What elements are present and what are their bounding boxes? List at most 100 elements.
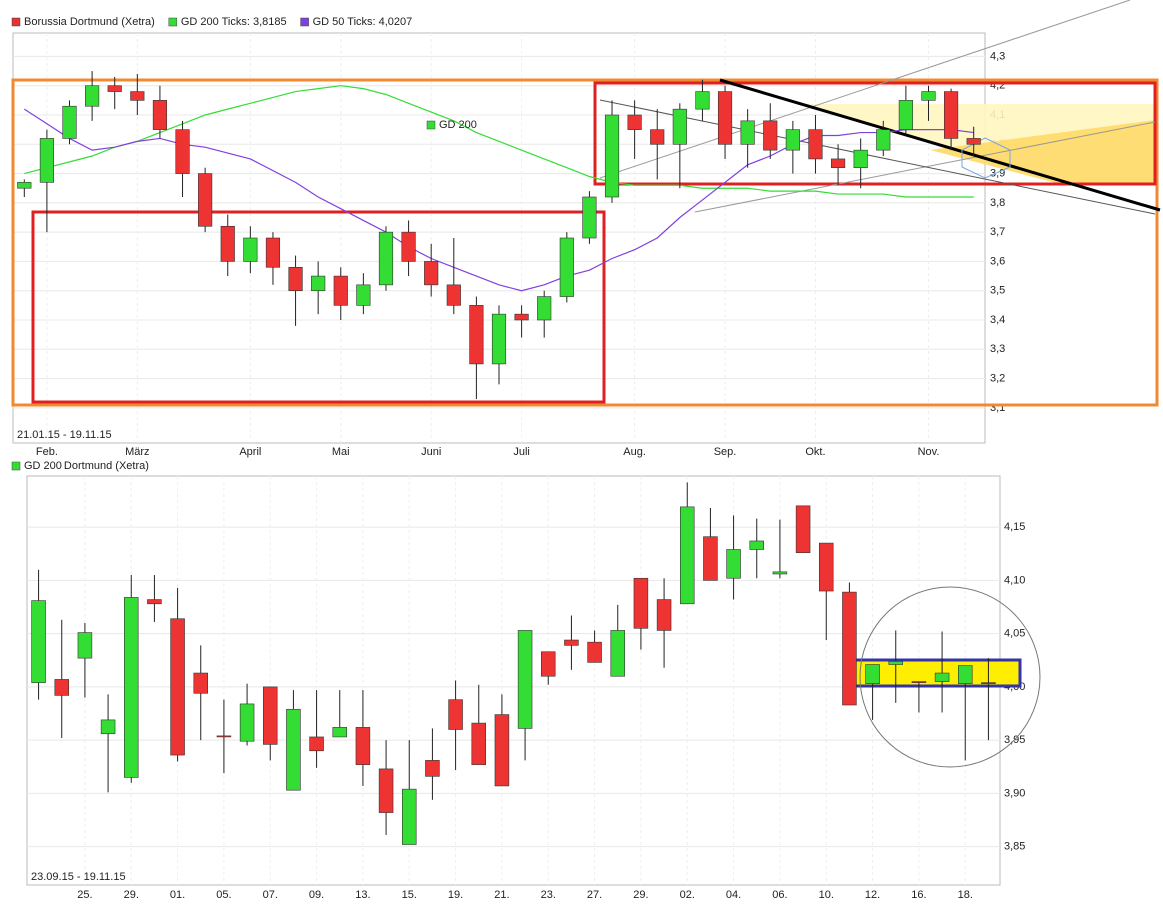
candle-body [288,266,303,292]
x-tick-label: 18. [958,889,973,901]
candle-body [818,542,834,592]
candle-body [514,313,529,321]
candle-body [772,571,788,575]
y-tick-label: 3,85 [1004,841,1025,853]
candle-body [193,672,209,694]
candle-body [356,284,371,306]
y-tick-label: 3,8 [990,197,1005,209]
candle-body [448,699,463,730]
candle-body [808,129,823,160]
trend-line [599,99,1156,215]
candle-body [265,237,281,268]
x-tick-label: 09. [309,889,324,901]
candle-body [650,129,665,145]
candle-body [564,639,579,646]
candle-body [911,681,927,683]
candle-body [54,679,69,696]
candle-body [147,599,162,605]
candle-body [517,630,533,729]
candle-body [469,305,484,365]
legend-swatch [11,17,21,27]
candle-body [152,100,168,130]
candle-body [842,591,857,706]
candle-body [471,722,486,765]
x-tick-label: April [239,446,261,458]
candle-body [604,114,620,198]
x-tick-label: 01. [170,889,185,901]
candle-body [378,768,394,813]
y-tick-label: 3,2 [990,372,1005,384]
y-tick-label: 3,90 [1004,787,1025,799]
x-tick-label: Sep. [714,446,737,458]
candle-body [957,665,973,684]
x-tick-label: Juni [421,446,441,458]
candle-body [703,536,718,581]
y-tick-label: 3,5 [990,285,1005,297]
x-tick-label: 05. [216,889,231,901]
candle-body [401,231,416,262]
candle-body [785,129,800,151]
candle-body [107,85,122,92]
candle-body [966,138,981,145]
x-tick-label: 29. [124,889,139,901]
highlight-circle [859,586,1041,768]
x-tick-label: März [125,446,149,458]
candle-body [494,714,510,787]
candle-body [749,540,764,550]
candle-body [216,735,232,738]
date-range: 23.09.15 - 19.11.15 [31,871,126,883]
candle-body [31,600,46,683]
candle-body [672,108,687,145]
candle-body [540,651,556,677]
x-tick-label: 06. [772,889,787,901]
candle-body [559,237,574,297]
candle-body [17,182,32,189]
candle-body [175,129,190,174]
candle-body [830,158,846,169]
candle-body [85,85,100,107]
candle-body [62,105,77,139]
candle-body [865,664,880,684]
legend-label: GD 200 [24,460,62,472]
y-tick-label: 3,3 [990,343,1005,355]
x-tick-label: 07. [263,889,278,901]
candle-body [170,618,185,756]
candle-body [795,505,811,553]
highlight-area [930,120,1155,184]
annotation-label: GD 200 [439,119,477,131]
x-tick-label: 15. [402,889,417,901]
y-tick-label: 3,9 [990,167,1005,179]
x-tick-label: 27. [587,889,602,901]
candle-body [726,549,741,579]
candle-body [124,597,139,778]
candle-body [853,149,868,169]
x-tick-label: 12. [865,889,880,901]
candle-body [491,313,507,365]
x-tick-label: 13. [355,889,370,901]
y-tick-label: 3,4 [990,314,1005,326]
candle-body [309,736,324,752]
candle-body [401,788,417,845]
candle-body [633,577,649,629]
legend-label: Borussia Dortmund (Xetra) [24,16,155,28]
y-tick-label: 4,10 [1004,574,1025,586]
candle-body [332,727,347,738]
candle-body [695,91,710,110]
x-tick-label: 19. [448,889,463,901]
x-tick-label: 04. [726,889,741,901]
candle-body [656,599,672,631]
candle-body [582,196,597,239]
range-box [11,78,1159,407]
candle-body [198,173,213,227]
x-tick-label: Nov. [918,446,940,458]
y-tick-label: 4,05 [1004,628,1025,640]
trend-line [719,78,1161,212]
candle-body [981,682,996,684]
candle-body [239,703,255,742]
candle-body [77,632,93,659]
candle-body [100,719,116,735]
x-tick-label: Aug. [623,446,646,458]
candle-body [446,284,461,306]
annotation-swatch [426,120,436,130]
y-tick-label: 4,15 [1004,521,1025,533]
